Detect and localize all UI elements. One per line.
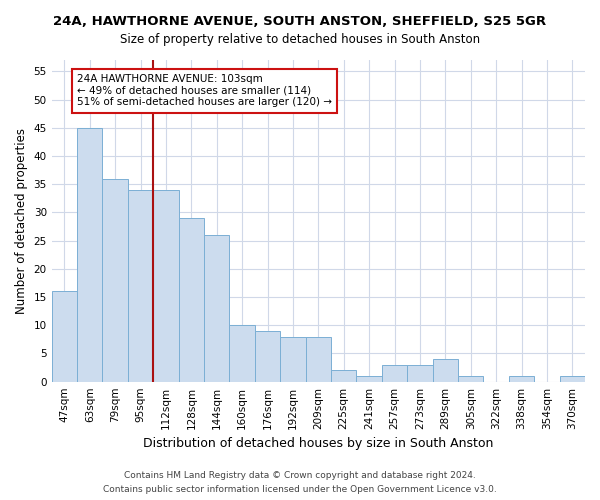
Bar — [52, 292, 77, 382]
Bar — [255, 331, 280, 382]
Text: Contains public sector information licensed under the Open Government Licence v3: Contains public sector information licen… — [103, 485, 497, 494]
Bar — [433, 359, 458, 382]
Bar — [179, 218, 204, 382]
Text: Size of property relative to detached houses in South Anston: Size of property relative to detached ho… — [120, 32, 480, 46]
Text: Contains HM Land Registry data © Crown copyright and database right 2024.: Contains HM Land Registry data © Crown c… — [124, 470, 476, 480]
Bar — [229, 325, 255, 382]
Bar — [103, 178, 128, 382]
Bar — [560, 376, 585, 382]
Bar — [128, 190, 153, 382]
Text: 24A, HAWTHORNE AVENUE, SOUTH ANSTON, SHEFFIELD, S25 5GR: 24A, HAWTHORNE AVENUE, SOUTH ANSTON, SHE… — [53, 15, 547, 28]
Bar — [356, 376, 382, 382]
Bar — [77, 128, 103, 382]
Bar — [382, 364, 407, 382]
Bar — [458, 376, 484, 382]
Bar — [153, 190, 179, 382]
Bar — [204, 235, 229, 382]
Bar — [407, 364, 433, 382]
Bar — [280, 336, 305, 382]
Bar — [509, 376, 534, 382]
Y-axis label: Number of detached properties: Number of detached properties — [15, 128, 28, 314]
Bar — [305, 336, 331, 382]
Bar — [331, 370, 356, 382]
Text: 24A HAWTHORNE AVENUE: 103sqm
← 49% of detached houses are smaller (114)
51% of s: 24A HAWTHORNE AVENUE: 103sqm ← 49% of de… — [77, 74, 332, 108]
X-axis label: Distribution of detached houses by size in South Anston: Distribution of detached houses by size … — [143, 437, 494, 450]
